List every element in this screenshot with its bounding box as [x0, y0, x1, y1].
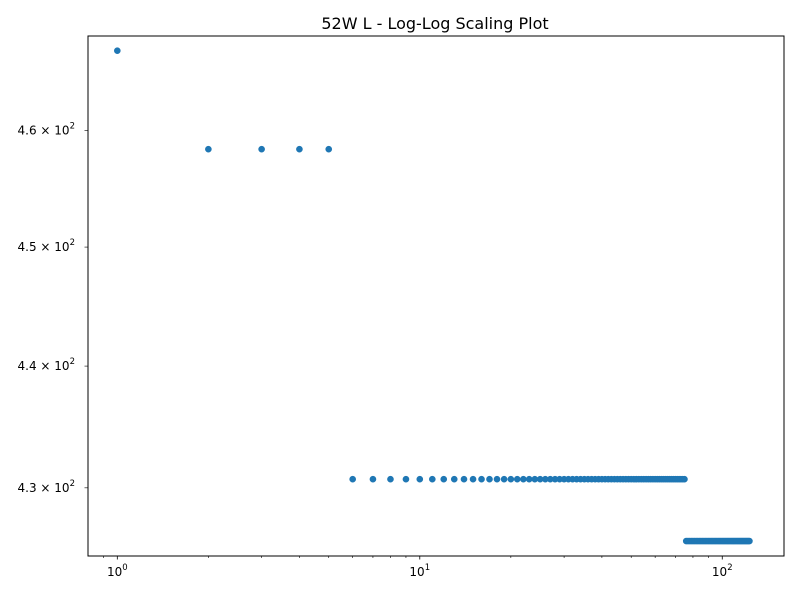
x-tick-label: 100	[107, 563, 128, 579]
data-point	[258, 145, 265, 153]
data-point	[520, 475, 527, 483]
data-point	[681, 475, 688, 483]
data-point	[205, 145, 212, 153]
data-point	[296, 145, 303, 153]
data-point	[450, 475, 458, 483]
data-point	[440, 475, 448, 483]
data-point	[746, 537, 753, 545]
data-point	[551, 475, 559, 483]
data-point	[387, 475, 394, 483]
data-point	[486, 475, 493, 483]
data-point	[542, 475, 549, 483]
x-tick-label: 102	[712, 563, 733, 579]
chart-title: 52W L - Log-Log Scaling Plot	[321, 14, 548, 33]
data-point	[369, 475, 377, 483]
data-point	[469, 475, 477, 483]
data-point	[507, 475, 515, 483]
data-point	[478, 475, 485, 483]
data-point	[493, 475, 501, 483]
axes: 100 101 102 4.3 × 102 4.4 × 102 4.5 × 102 4.6 …	[18, 35, 785, 579]
data-point	[546, 475, 554, 483]
y-tick-label: 4.4 × 102	[18, 357, 75, 373]
y-tick-label: 4.6 × 102	[18, 122, 75, 138]
data-point	[531, 475, 539, 483]
data-point	[429, 475, 436, 483]
plot-frame	[87, 35, 785, 557]
data-point	[460, 475, 468, 483]
data-point	[525, 475, 533, 483]
data-point	[349, 475, 356, 483]
data-point	[536, 475, 544, 483]
y-tick-label: 4.3 × 102	[18, 479, 75, 495]
data-point	[513, 475, 521, 483]
x-tick-label: 101	[409, 563, 430, 579]
data-point	[402, 475, 410, 483]
scatter-points	[114, 47, 753, 545]
data-point	[325, 145, 333, 153]
y-tick-label: 4.5 × 102	[18, 238, 75, 254]
data-point	[500, 475, 508, 483]
data-point	[114, 47, 121, 55]
data-point	[416, 475, 424, 483]
